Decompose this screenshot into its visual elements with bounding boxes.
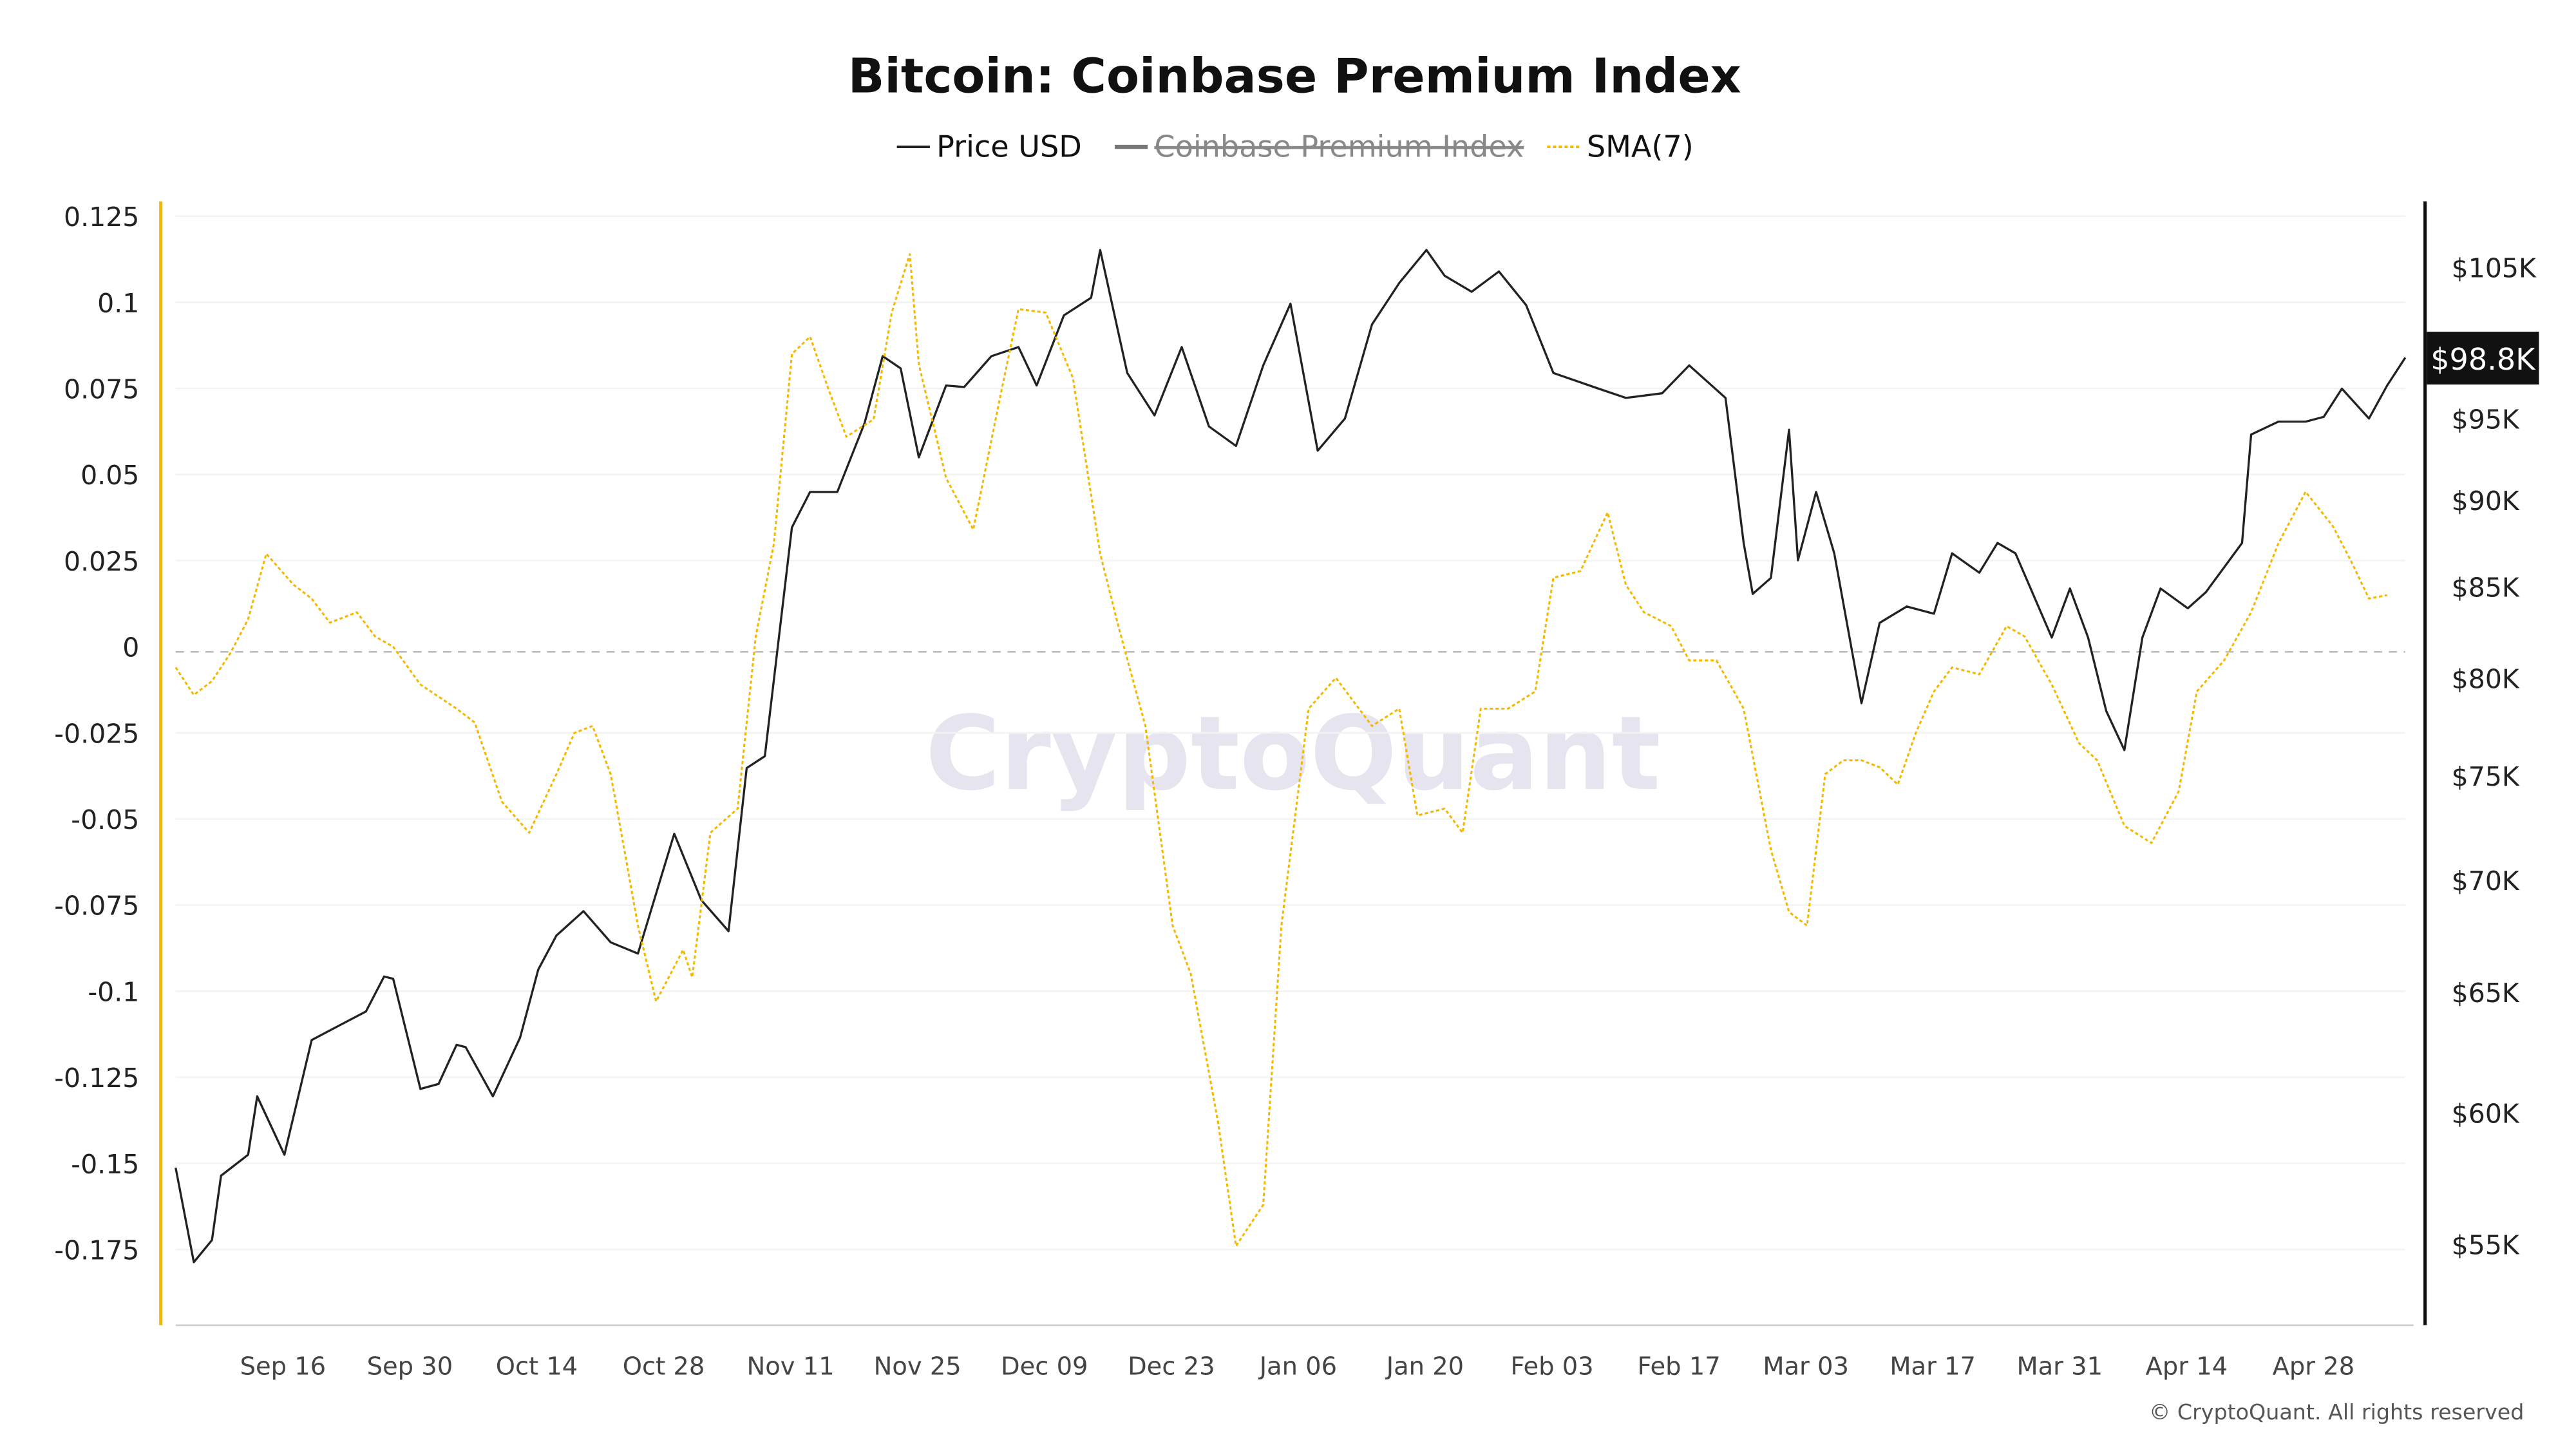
sma-line <box>175 253 2388 1247</box>
left-axis-ticks: 0.125 0.1 0.075 0.05 0.025 0 -0.025 -0.05 -0.075… <box>54 202 139 1265</box>
left-tick-label: 0.075 <box>64 374 139 404</box>
x-tick-label: Apr 14 <box>2146 1352 2228 1381</box>
left-tick-label: 0.1 <box>97 288 139 319</box>
x-tick-label: Mar 17 <box>1889 1352 1976 1381</box>
legend-label-premium-index: Coinbase Premium Index <box>1154 129 1524 164</box>
x-tick-label: Dec 23 <box>1128 1352 1215 1381</box>
right-tick-label: $80K <box>2452 664 2520 695</box>
left-tick-label: -0.1 <box>88 976 139 1007</box>
legend-item-premium-index[interactable]: Coinbase Premium Index <box>1114 129 1524 164</box>
left-tick-label: -0.075 <box>54 891 139 922</box>
x-tick-label: Mar 31 <box>2016 1352 2103 1381</box>
right-tick-label: $65K <box>2452 978 2520 1009</box>
footer-copyright: © CryptoQuant. All rights reserved <box>2149 1399 2524 1425</box>
left-tick-label: 0 <box>122 632 139 663</box>
right-tick-label: $105K <box>2452 253 2537 284</box>
x-tick-label: Sep 30 <box>367 1352 453 1381</box>
price-line <box>175 249 2407 1264</box>
x-tick-label: Feb 03 <box>1510 1352 1593 1381</box>
legend-item-price[interactable]: Price USD <box>896 129 1082 164</box>
x-tick-label: Sep 16 <box>240 1352 327 1381</box>
legend-item-sma[interactable]: SMA(7) <box>1547 129 1694 164</box>
left-tick-label: -0.175 <box>54 1235 139 1266</box>
current-price-badge: $98.8K <box>2427 332 2539 385</box>
x-tick-label: Nov 25 <box>874 1352 961 1381</box>
grid <box>175 215 2405 1251</box>
x-tick-label: Jan 20 <box>1385 1352 1464 1381</box>
legend-label-sma: SMA(7) <box>1587 129 1694 164</box>
left-tick-label: 0.025 <box>64 546 139 577</box>
right-tick-label: $90K <box>2452 486 2520 516</box>
left-tick-label: 0.05 <box>80 460 139 491</box>
right-tick-label: $85K <box>2452 572 2520 603</box>
right-tick-label: $55K <box>2452 1230 2520 1261</box>
right-tick-label: $70K <box>2452 866 2520 896</box>
left-tick-label: -0.125 <box>54 1063 139 1094</box>
right-tick-label: $95K <box>2452 404 2520 435</box>
x-axis-ticks: Sep 16 Sep 30 Oct 14 Oct 28 Nov 11 Nov 25 Dec … <box>240 1352 2355 1381</box>
x-tick-label: Apr 28 <box>2273 1352 2355 1381</box>
left-tick-label: -0.025 <box>54 718 139 749</box>
right-tick-label: $60K <box>2452 1099 2520 1130</box>
legend-label-price: Price USD <box>936 129 1082 164</box>
legend: Price USD Coinbase Premium Index SMA(7) <box>896 129 1694 164</box>
right-axis-ticks: $105K $95K $90K $85K $80K $75K $70K $65K $60K $55… <box>2452 253 2537 1261</box>
series-group <box>175 249 2407 1264</box>
x-tick-label: Dec 09 <box>1001 1352 1088 1381</box>
right-tick-label: $75K <box>2452 761 2520 792</box>
x-tick-label: Nov 11 <box>747 1352 835 1381</box>
chart-title: Bitcoin: Coinbase Premium Index <box>848 48 1741 104</box>
x-tick-label: Mar 03 <box>1763 1352 1849 1381</box>
x-tick-label: Oct 14 <box>496 1352 578 1381</box>
x-tick-label: Oct 28 <box>623 1352 705 1381</box>
left-tick-label: 0.125 <box>64 202 139 232</box>
left-tick-label: -0.15 <box>71 1149 139 1180</box>
left-tick-label: -0.05 <box>71 804 139 835</box>
x-tick-label: Feb 17 <box>1638 1352 1721 1381</box>
current-price-label: $98.8K <box>2430 342 2536 377</box>
watermark: CryptoQuant <box>925 695 1661 813</box>
x-tick-label: Jan 06 <box>1258 1352 1337 1381</box>
